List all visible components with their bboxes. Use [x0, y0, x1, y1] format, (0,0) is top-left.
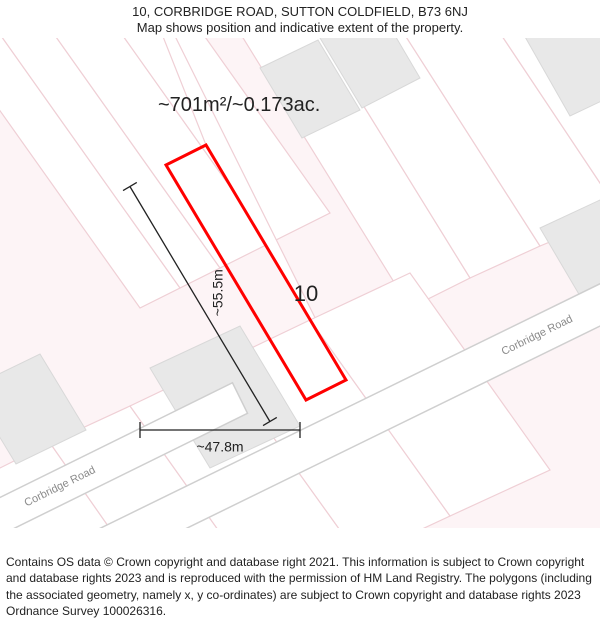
dimension-label: ~55.5m: [210, 269, 226, 316]
area-label: ~701m²/~0.173ac.: [158, 94, 320, 117]
footer-copyright: Contains OS data © Crown copyright and d…: [6, 554, 594, 619]
page-title: 10, CORBRIDGE ROAD, SUTTON COLDFIELD, B7…: [0, 4, 600, 19]
page: 10, CORBRIDGE ROAD, SUTTON COLDFIELD, B7…: [0, 0, 600, 625]
map-area: Corbridge RoadCorbridge Road10~55.5m~47.…: [0, 38, 600, 528]
page-subtitle: Map shows position and indicative extent…: [0, 20, 600, 35]
house-number: 10: [294, 281, 318, 306]
header: 10, CORBRIDGE ROAD, SUTTON COLDFIELD, B7…: [0, 4, 600, 35]
dimension-label: ~47.8m: [196, 439, 243, 455]
